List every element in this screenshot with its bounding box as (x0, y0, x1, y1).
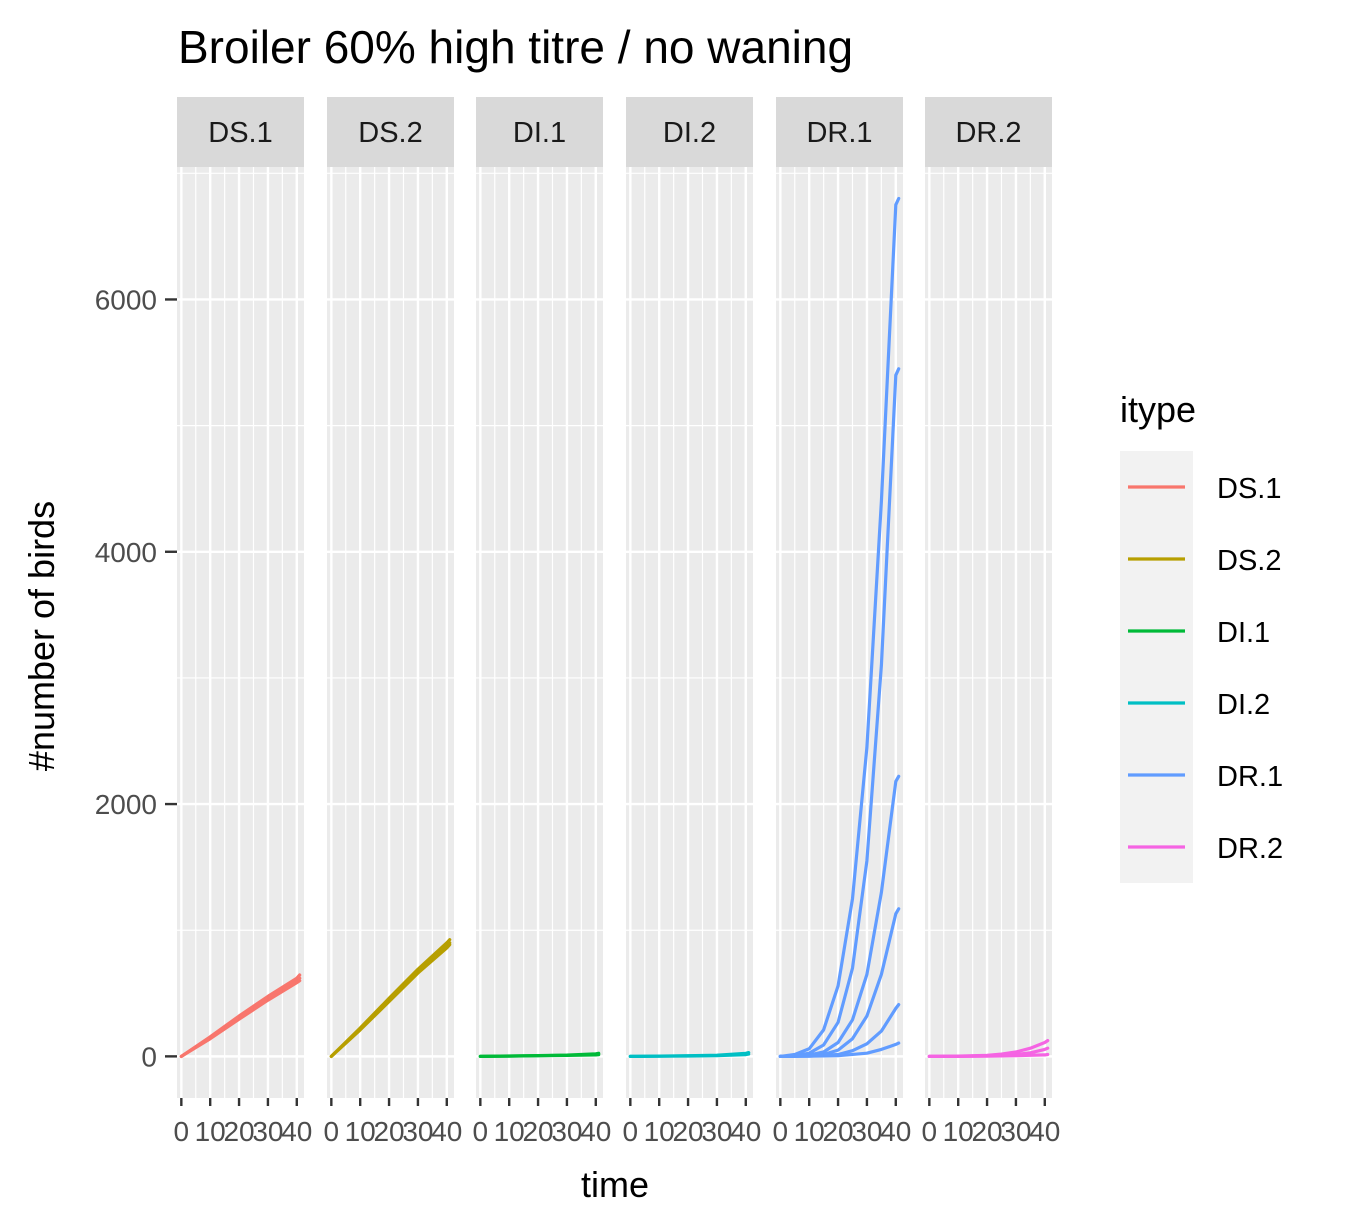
x-tick-label: 0 (324, 1116, 340, 1147)
x-tick-label: 20 (672, 1116, 703, 1147)
legend-item-di-1: DI.1 (1128, 617, 1270, 649)
x-tick-label: 40 (431, 1116, 462, 1147)
x-tick-label: 0 (473, 1116, 489, 1147)
x-tick-label: 30 (252, 1116, 283, 1147)
x-tick-label: 0 (623, 1116, 639, 1147)
x-tick-label: 10 (943, 1116, 974, 1147)
legend-title: itype (1120, 389, 1196, 430)
x-tick-label: 30 (551, 1116, 582, 1147)
legend: itype DS.1 DS.2 DI.1 DI.2 DR.1 DR.2 (1120, 389, 1283, 883)
legend-label: DS.1 (1217, 473, 1281, 505)
legend-label: DI.2 (1217, 689, 1270, 721)
facet-strip (476, 97, 603, 167)
y-tick-label: 6000 (95, 284, 157, 315)
series-line-dr-2 (927, 1052, 1050, 1059)
legend-key-background (1120, 451, 1193, 883)
legend-label: DR.1 (1217, 761, 1283, 793)
facet-strip-label: DS.1 (208, 117, 272, 149)
x-tick-label: 10 (195, 1116, 226, 1147)
x-axis-title: time (581, 1164, 649, 1205)
x-tick-label: 40 (730, 1116, 761, 1147)
x-tick-label: 20 (971, 1116, 1002, 1147)
facet-strip (626, 97, 753, 167)
facet-strip-label: DS.2 (358, 117, 422, 149)
series-line-di-2 (628, 1050, 751, 1059)
x-tick-label: 30 (701, 1116, 732, 1147)
x-tick-label: 40 (580, 1116, 611, 1147)
y-tick-label: 4000 (95, 537, 157, 568)
legend-label: DI.1 (1217, 617, 1270, 649)
facet-strip (327, 97, 454, 167)
series-line-dr-1 (778, 1041, 901, 1059)
x-tick-label: 10 (794, 1116, 825, 1147)
facet-strip (776, 97, 903, 167)
facet-strip-label: DI.1 (513, 117, 566, 149)
series-line-ds-1 (179, 976, 302, 1059)
legend-item-ds-1: DS.1 (1128, 473, 1281, 505)
facet-strip (177, 97, 304, 167)
y-tick-label: 2000 (95, 789, 157, 820)
x-tick-label: 20 (822, 1116, 853, 1147)
x-tick-label: 10 (644, 1116, 675, 1147)
x-tick-label: 40 (1029, 1116, 1060, 1147)
x-tick-label: 0 (922, 1116, 938, 1147)
x-tick-label: 20 (522, 1116, 553, 1147)
x-tick-label: 30 (402, 1116, 433, 1147)
x-tick-label: 40 (880, 1116, 911, 1147)
x-tick-label: 0 (174, 1116, 190, 1147)
x-tick-label: 40 (281, 1116, 312, 1147)
y-tick-label: 0 (141, 1041, 157, 1072)
legend-item-dr-1: DR.1 (1128, 761, 1283, 793)
x-tick-label: 0 (773, 1116, 789, 1147)
series-line-di-1 (478, 1051, 601, 1059)
x-tick-label: 30 (1000, 1116, 1031, 1147)
legend-item-di-2: DI.2 (1128, 689, 1270, 721)
facet-strip (925, 97, 1052, 167)
legend-item-dr-2: DR.2 (1128, 833, 1283, 865)
x-tick-label: 20 (223, 1116, 254, 1147)
chart-title: Broiler 60% high titre / no waning (178, 21, 853, 73)
y-axis: 0 2000 4000 6000 (95, 284, 177, 1072)
x-tick-label: 20 (373, 1116, 404, 1147)
y-axis-title: #number of birds (21, 501, 62, 771)
legend-item-ds-2: DS.2 (1128, 545, 1281, 577)
x-tick-label: 10 (494, 1116, 525, 1147)
facet-strip-label: DR.1 (806, 117, 872, 149)
legend-label: DR.2 (1217, 833, 1283, 865)
x-tick-label: 10 (345, 1116, 376, 1147)
series-line-ds-2 (329, 941, 452, 1059)
series-line-dr-1 (778, 196, 901, 1059)
facet-strip-label: DI.2 (663, 117, 716, 149)
legend-label: DS.2 (1217, 545, 1281, 577)
x-tick-label: 30 (851, 1116, 882, 1147)
facet-strip-label: DR.2 (955, 117, 1021, 149)
